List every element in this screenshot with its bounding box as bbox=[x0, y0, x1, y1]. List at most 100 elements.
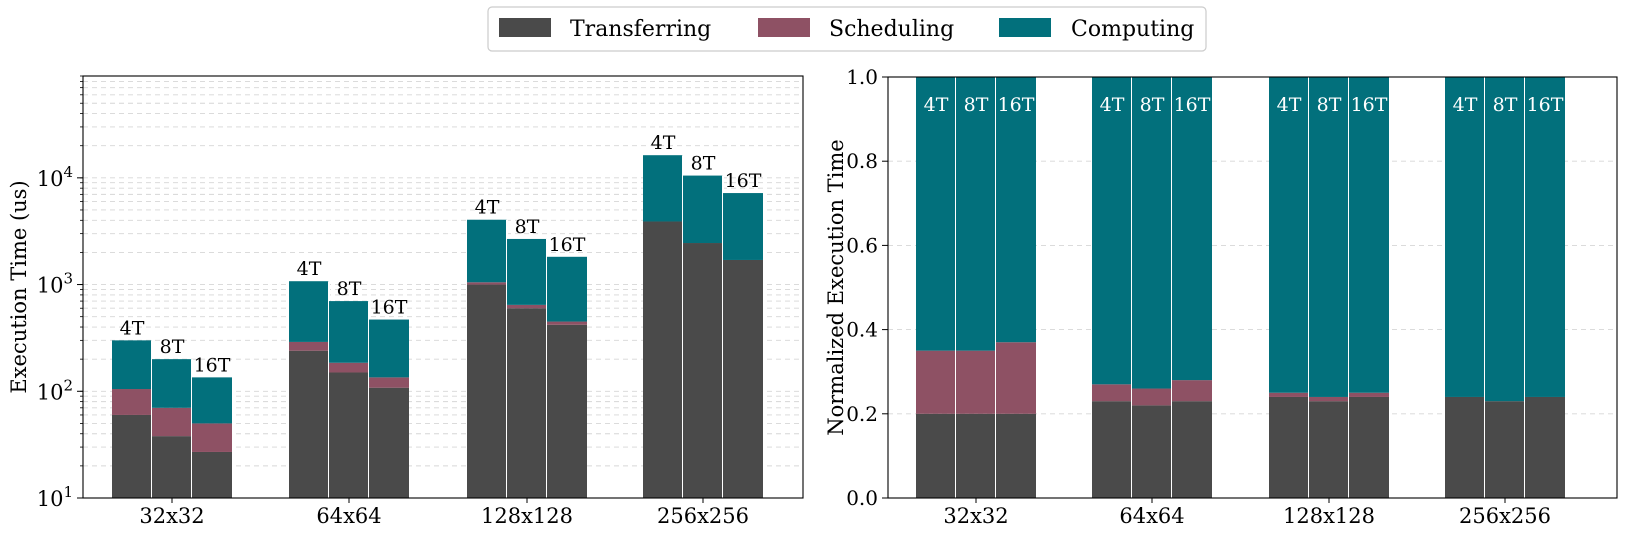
left-bar-128x128-16t-scheduling bbox=[547, 321, 587, 325]
right-bar-64x64-16t-computing bbox=[1172, 77, 1212, 381]
right-bar-32x32-4t-computing bbox=[916, 77, 956, 351]
left-bar-128x128-4t-transferring bbox=[467, 284, 507, 498]
right-bar-128x128-16t-transferring bbox=[1349, 396, 1389, 498]
left-bar-256x256-16t-computing bbox=[723, 193, 763, 260]
left-bar-128x128-16t-computing bbox=[547, 256, 587, 322]
left-bar-64x64-8t-transferring bbox=[329, 372, 369, 498]
right-thread-label-256x256-16t: 16T bbox=[1527, 94, 1564, 116]
left-bar-32x32-8t-scheduling bbox=[152, 407, 192, 437]
left-thread-label-32x32-8t: 8T bbox=[160, 336, 185, 358]
left-thread-label-256x256-4t: 4T bbox=[651, 132, 676, 154]
right-thread-label-128x128-16t: 16T bbox=[1351, 94, 1388, 116]
right-bar-256x256-8t-computing bbox=[1485, 77, 1525, 402]
right-thread-label-256x256-8t: 8T bbox=[1493, 94, 1518, 116]
legend-swatch-computing bbox=[999, 18, 1051, 37]
left-ytick-label: 102 bbox=[37, 376, 73, 404]
left-ytick-exponent: 4 bbox=[63, 163, 73, 181]
right-bar-128x128-8t-scheduling bbox=[1309, 396, 1349, 402]
right-ylabel: Normalized Execution Time bbox=[824, 139, 848, 435]
right-bar-256x256-16t-transferring bbox=[1525, 396, 1565, 498]
left-thread-label-32x32-16t: 16T bbox=[194, 354, 231, 376]
right-bar-128x128-16t-scheduling bbox=[1349, 392, 1389, 397]
left-bar-128x128-4t-computing bbox=[467, 219, 507, 283]
right-chart-normalized-execution-time: 4T 8T 16T 32x32 4T 8T 16T 64x64 4T 8T 16T 128x128 4T… bbox=[824, 65, 1618, 528]
right-bar-32x32-8t-computing bbox=[956, 77, 996, 351]
right-thread-label-256x256-4t: 4T bbox=[1453, 94, 1478, 116]
right-bar-128x128-16t-computing bbox=[1349, 77, 1389, 393]
right-bar-256x256-4t-transferring bbox=[1445, 396, 1485, 498]
right-thread-label-32x32-4t: 4T bbox=[924, 94, 949, 116]
right-bar-256x256-4t-computing bbox=[1445, 77, 1485, 397]
right-bar-32x32-8t-transferring bbox=[956, 413, 996, 498]
right-xtick-label-32x32: 32x32 bbox=[943, 504, 1008, 528]
left-thread-label-256x256-16t: 16T bbox=[725, 170, 762, 192]
right-thread-label-128x128-8t: 8T bbox=[1317, 94, 1342, 116]
right-ytick-label: 0.6 bbox=[846, 233, 878, 257]
right-ytick-label: 1.0 bbox=[846, 65, 878, 89]
left-bar-32x32-8t-transferring bbox=[152, 436, 192, 498]
right-bar-128x128-4t-transferring bbox=[1269, 396, 1309, 498]
left-thread-label-128x128-16t: 16T bbox=[549, 234, 586, 256]
left-bar-64x64-16t-scheduling bbox=[369, 377, 409, 388]
right-axes-frame bbox=[887, 76, 1618, 499]
right-ytick-label: 0.8 bbox=[846, 149, 878, 173]
left-bar-64x64-8t-computing bbox=[329, 301, 369, 363]
legend-swatch-transferring bbox=[499, 18, 551, 37]
left-ytick-label: 103 bbox=[37, 270, 73, 298]
left-chart-log-execution-time: 4T 8T 16T 32x32 4T 8T 16T 64x64 4T 8T 16T 128x128 4T… bbox=[7, 75, 804, 528]
right-ytick-label: 0.4 bbox=[846, 318, 878, 342]
left-ytick-base: 10 bbox=[37, 487, 64, 511]
right-thread-label-64x64-4t: 4T bbox=[1100, 94, 1125, 116]
right-bar-64x64-4t-scheduling bbox=[1092, 384, 1132, 402]
left-ytick-base: 10 bbox=[37, 167, 64, 191]
right-thread-label-64x64-8t: 8T bbox=[1140, 94, 1165, 116]
left-bar-32x32-4t-transferring bbox=[112, 414, 152, 498]
left-bar-128x128-8t-computing bbox=[507, 238, 547, 305]
right-thread-label-32x32-8t: 8T bbox=[964, 94, 989, 116]
left-ytick-exponent: 2 bbox=[63, 376, 73, 394]
right-ytick-label: 0.0 bbox=[846, 486, 878, 510]
left-ytick-exponent: 3 bbox=[63, 270, 73, 288]
left-bar-32x32-16t-scheduling bbox=[192, 423, 232, 452]
left-ytick-label: 104 bbox=[37, 163, 73, 191]
left-bar-64x64-16t-transferring bbox=[369, 387, 409, 498]
right-bar-64x64-4t-computing bbox=[1092, 77, 1132, 385]
legend-label-computing: Computing bbox=[1071, 17, 1194, 42]
left-bar-128x128-8t-scheduling bbox=[507, 304, 547, 309]
right-ytick-label: 0.2 bbox=[846, 402, 878, 426]
left-xtick-label-64x64: 64x64 bbox=[316, 504, 381, 528]
left-ytick-label: 101 bbox=[37, 483, 73, 511]
left-bar-32x32-4t-scheduling bbox=[112, 389, 152, 415]
left-thread-label-64x64-4t: 4T bbox=[297, 258, 322, 280]
right-bar-64x64-8t-scheduling bbox=[1132, 388, 1172, 406]
right-bar-128x128-4t-scheduling bbox=[1269, 392, 1309, 397]
left-bar-128x128-4t-scheduling bbox=[467, 282, 507, 285]
right-bar-128x128-8t-transferring bbox=[1309, 401, 1349, 498]
left-thread-label-64x64-8t: 8T bbox=[337, 278, 362, 300]
right-bar-256x256-16t-computing bbox=[1525, 77, 1565, 397]
left-thread-label-64x64-16t: 16T bbox=[371, 297, 408, 319]
left-bar-64x64-16t-computing bbox=[369, 319, 409, 378]
left-ytick-base: 10 bbox=[37, 380, 64, 404]
right-bar-32x32-16t-scheduling bbox=[996, 342, 1036, 414]
left-xtick-label-32x32: 32x32 bbox=[139, 504, 204, 528]
left-bar-256x256-16t-transferring bbox=[723, 259, 763, 498]
right-bar-64x64-4t-transferring bbox=[1092, 401, 1132, 498]
legend-label-transferring: Transferring bbox=[570, 17, 711, 42]
right-bar-32x32-16t-transferring bbox=[996, 413, 1036, 498]
left-thread-label-32x32-4t: 4T bbox=[120, 317, 145, 339]
right-bar-128x128-4t-computing bbox=[1269, 77, 1309, 393]
right-thread-label-32x32-16t: 16T bbox=[998, 94, 1035, 116]
right-thread-label-64x64-16t: 16T bbox=[1174, 94, 1211, 116]
left-ytick-exponent: 1 bbox=[63, 483, 73, 501]
right-xtick-label-128x128: 128x128 bbox=[1283, 504, 1375, 528]
left-bar-32x32-8t-computing bbox=[152, 359, 192, 408]
left-bar-256x256-8t-computing bbox=[683, 175, 723, 244]
left-bar-256x256-4t-transferring bbox=[643, 221, 683, 498]
right-bar-64x64-8t-transferring bbox=[1132, 405, 1172, 498]
legend-label-scheduling: Scheduling bbox=[829, 17, 954, 42]
left-bar-128x128-16t-transferring bbox=[547, 324, 587, 498]
left-axes-frame bbox=[82, 75, 804, 499]
left-bar-128x128-8t-transferring bbox=[507, 308, 547, 498]
